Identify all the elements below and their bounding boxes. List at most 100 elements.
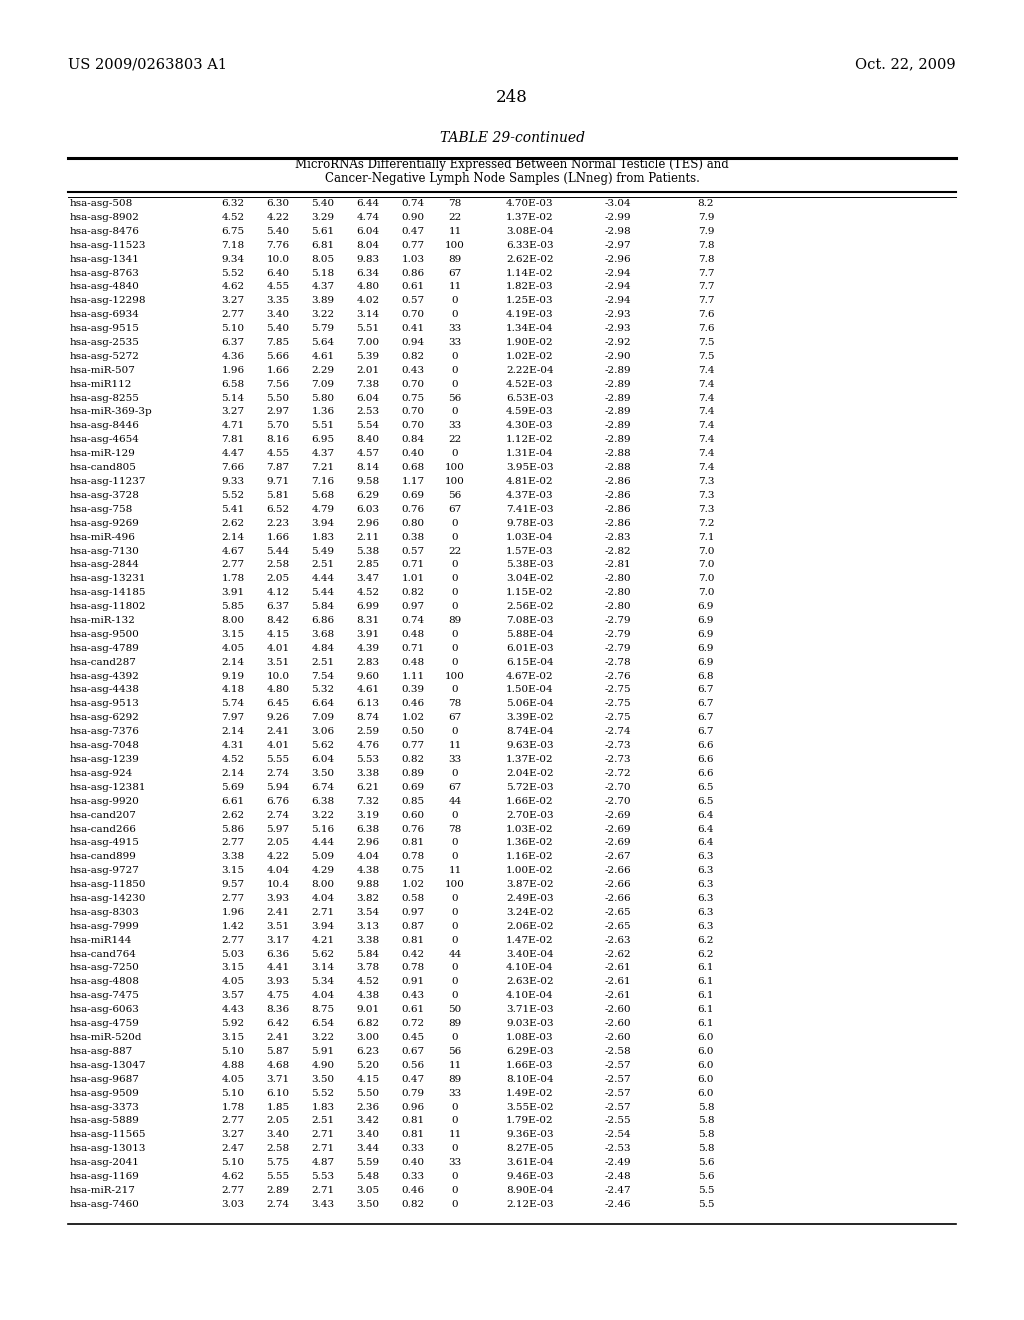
Text: 9.46E-03: 9.46E-03	[506, 1172, 554, 1181]
Text: 0: 0	[452, 408, 459, 417]
Text: 6.21: 6.21	[356, 783, 380, 792]
Text: 4.44: 4.44	[311, 574, 335, 583]
Text: 2.77: 2.77	[221, 894, 245, 903]
Text: 2.97: 2.97	[266, 408, 290, 417]
Text: 0.57: 0.57	[401, 546, 425, 556]
Text: -2.94: -2.94	[605, 268, 632, 277]
Text: 6.3: 6.3	[697, 853, 715, 862]
Text: 89: 89	[449, 1074, 462, 1084]
Text: 4.52E-03: 4.52E-03	[506, 380, 554, 388]
Text: 11: 11	[449, 741, 462, 750]
Text: 0.71: 0.71	[401, 561, 425, 569]
Text: 33: 33	[449, 1089, 462, 1098]
Text: hsa-asg-9920: hsa-asg-9920	[70, 797, 140, 805]
Text: hsa-cand764: hsa-cand764	[70, 949, 137, 958]
Text: 3.71: 3.71	[266, 1074, 290, 1084]
Text: hsa-asg-7475: hsa-asg-7475	[70, 991, 140, 1001]
Text: 0.87: 0.87	[401, 921, 425, 931]
Text: 0.33: 0.33	[401, 1144, 425, 1154]
Text: 9.88: 9.88	[356, 880, 380, 890]
Text: -2.47: -2.47	[605, 1185, 632, 1195]
Text: 4.04: 4.04	[356, 853, 380, 862]
Text: 3.08E-04: 3.08E-04	[506, 227, 554, 236]
Text: 5.66: 5.66	[266, 352, 290, 360]
Text: hsa-asg-14185: hsa-asg-14185	[70, 589, 146, 597]
Text: 0.97: 0.97	[401, 602, 425, 611]
Text: 5.39: 5.39	[356, 352, 380, 360]
Text: 3.51: 3.51	[266, 921, 290, 931]
Text: 4.61: 4.61	[356, 685, 380, 694]
Text: 9.26: 9.26	[266, 713, 290, 722]
Text: 1.96: 1.96	[221, 908, 245, 917]
Text: 5.8: 5.8	[697, 1102, 715, 1111]
Text: 6.04: 6.04	[356, 393, 380, 403]
Text: 10.4: 10.4	[266, 880, 290, 890]
Text: 2.04E-02: 2.04E-02	[506, 768, 554, 777]
Text: 0: 0	[452, 991, 459, 1001]
Text: -2.61: -2.61	[605, 991, 632, 1001]
Text: 6.7: 6.7	[697, 713, 715, 722]
Text: 6.32: 6.32	[221, 199, 245, 209]
Text: hsa-asg-6934: hsa-asg-6934	[70, 310, 140, 319]
Text: 0.45: 0.45	[401, 1034, 425, 1041]
Text: 1.79E-02: 1.79E-02	[506, 1117, 554, 1126]
Text: 1.66E-03: 1.66E-03	[506, 1061, 554, 1069]
Text: 0.80: 0.80	[401, 519, 425, 528]
Text: 3.29: 3.29	[311, 213, 335, 222]
Text: -2.69: -2.69	[605, 838, 632, 847]
Text: -2.74: -2.74	[605, 727, 632, 737]
Text: 6.9: 6.9	[697, 657, 715, 667]
Text: hsa-miR-129: hsa-miR-129	[70, 449, 136, 458]
Text: 1.14E-02: 1.14E-02	[506, 268, 554, 277]
Text: 4.74: 4.74	[356, 213, 380, 222]
Text: 7.8: 7.8	[697, 240, 715, 249]
Text: 9.60: 9.60	[356, 672, 380, 681]
Text: 0.76: 0.76	[401, 825, 425, 833]
Text: 4.61: 4.61	[311, 352, 335, 360]
Text: 4.05: 4.05	[221, 644, 245, 653]
Text: hsa-asg-4759: hsa-asg-4759	[70, 1019, 140, 1028]
Text: hsa-cand207: hsa-cand207	[70, 810, 137, 820]
Text: 0.42: 0.42	[401, 949, 425, 958]
Text: 6.34: 6.34	[356, 268, 380, 277]
Text: 0: 0	[452, 1102, 459, 1111]
Text: hsa-asg-4392: hsa-asg-4392	[70, 672, 140, 681]
Text: 6.76: 6.76	[266, 797, 290, 805]
Text: 6.37: 6.37	[221, 338, 245, 347]
Text: Cancer-Negative Lymph Node Samples (LNneg) from Patients.: Cancer-Negative Lymph Node Samples (LNne…	[325, 172, 699, 185]
Text: 2.63E-02: 2.63E-02	[506, 977, 554, 986]
Text: 7.85: 7.85	[266, 338, 290, 347]
Text: 0: 0	[452, 519, 459, 528]
Text: -2.69: -2.69	[605, 810, 632, 820]
Text: 3.40: 3.40	[266, 310, 290, 319]
Text: 3.93: 3.93	[266, 977, 290, 986]
Text: 7.41E-03: 7.41E-03	[506, 504, 554, 513]
Text: hsa-asg-13013: hsa-asg-13013	[70, 1144, 146, 1154]
Text: 9.71: 9.71	[266, 477, 290, 486]
Text: 7.2: 7.2	[697, 519, 715, 528]
Text: hsa-asg-11565: hsa-asg-11565	[70, 1130, 146, 1139]
Text: hsa-asg-4789: hsa-asg-4789	[70, 644, 140, 653]
Text: 0.81: 0.81	[401, 936, 425, 945]
Text: hsa-asg-9727: hsa-asg-9727	[70, 866, 140, 875]
Text: 0: 0	[452, 532, 459, 541]
Text: 6.99: 6.99	[356, 602, 380, 611]
Text: 3.14: 3.14	[356, 310, 380, 319]
Text: 3.57: 3.57	[221, 991, 245, 1001]
Text: 7.54: 7.54	[311, 672, 335, 681]
Text: 4.90: 4.90	[311, 1061, 335, 1069]
Text: -2.80: -2.80	[605, 574, 632, 583]
Text: 1.66: 1.66	[266, 532, 290, 541]
Text: 3.40: 3.40	[266, 1130, 290, 1139]
Text: 0: 0	[452, 977, 459, 986]
Text: 1.78: 1.78	[221, 1102, 245, 1111]
Text: 7.56: 7.56	[266, 380, 290, 388]
Text: 8.74E-04: 8.74E-04	[506, 727, 554, 737]
Text: US 2009/0263803 A1: US 2009/0263803 A1	[68, 57, 227, 71]
Text: 3.05: 3.05	[356, 1185, 380, 1195]
Text: 9.78E-03: 9.78E-03	[506, 519, 554, 528]
Text: 11: 11	[449, 866, 462, 875]
Text: 2.14: 2.14	[221, 657, 245, 667]
Text: 2.77: 2.77	[221, 838, 245, 847]
Text: hsa-asg-9513: hsa-asg-9513	[70, 700, 140, 709]
